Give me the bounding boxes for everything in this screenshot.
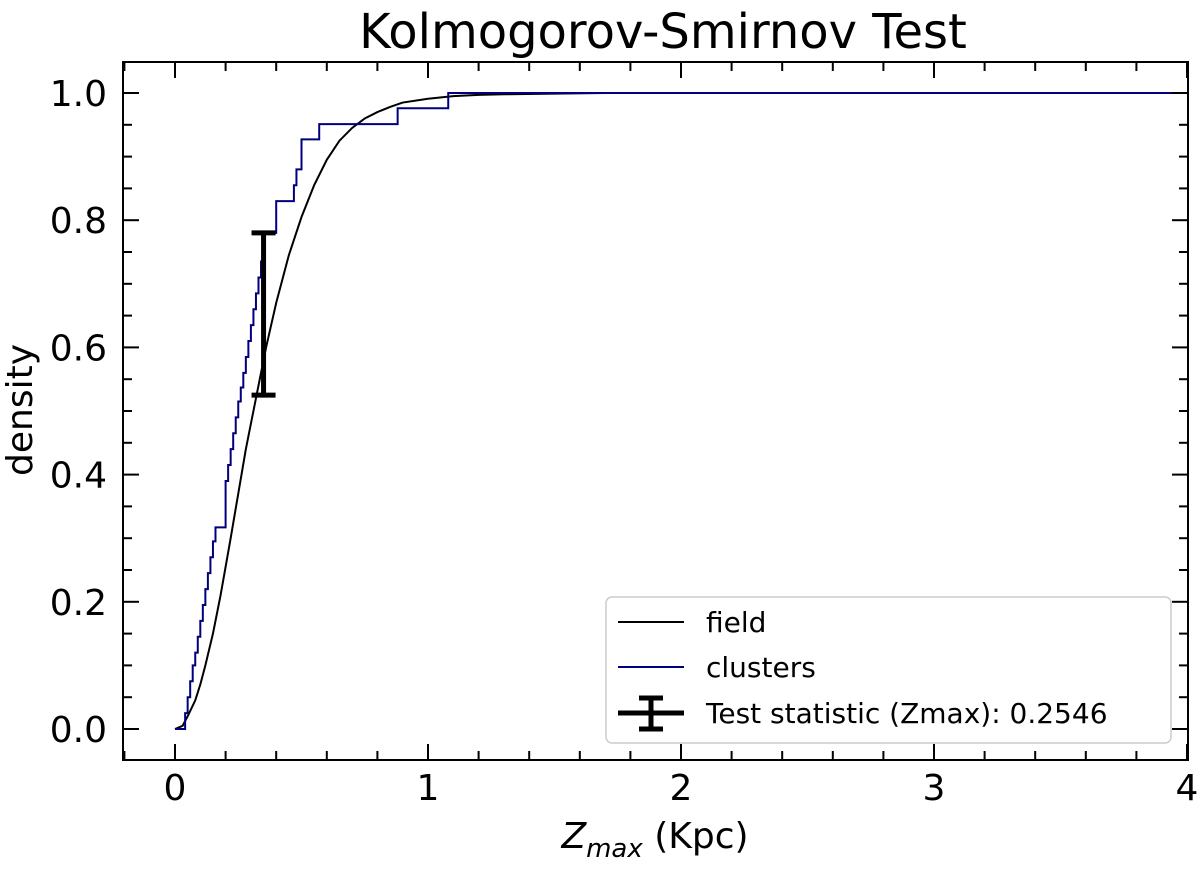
test-statistic-errorbar [251,230,276,398]
x-tick-label: 4 [1176,768,1199,809]
x-tick-label: 0 [164,768,187,809]
y-tick-label: 0.8 [50,201,107,242]
y-axis-label: density [0,344,41,476]
y-tick-label: 0.4 [50,456,107,497]
legend-clusters-label: clusters [706,651,816,684]
y-tick-label: 1.0 [50,74,107,115]
chart-title: Kolmogorov-Smirnov Test [359,4,967,60]
legend-test-statistic-icon [618,695,684,732]
x-axis-label-subscript: max [586,834,643,864]
series-line-clusters [175,92,1187,730]
x-tick-label: 2 [670,768,693,809]
x-axis-label: Zmax (Kpc) [560,816,748,864]
y-tick-label: 0.6 [50,328,107,369]
legend-test-statistic-label: Test statistic (Zmax): 0.2546 [705,697,1108,730]
legend-box [605,596,1172,744]
series-line-field [174,92,1187,730]
legend: field clusters Test statistic (Zmax): 0.… [605,596,1172,744]
x-axis-label-suffix: (Kpc) [643,816,749,857]
x-tick-label: 3 [923,768,946,809]
x-axis-label-base: Z [560,816,587,857]
x-tick-label: 1 [417,768,440,809]
legend-field-label: field [706,606,766,639]
y-tick-label: 0.2 [50,583,107,624]
plot-layer [174,92,1187,730]
tick-layer: 0 1 2 3 4 0.0 0.2 0.4 0.6 0.8 1.0 [50,62,1199,809]
y-tick-label: 0.0 [50,710,107,751]
